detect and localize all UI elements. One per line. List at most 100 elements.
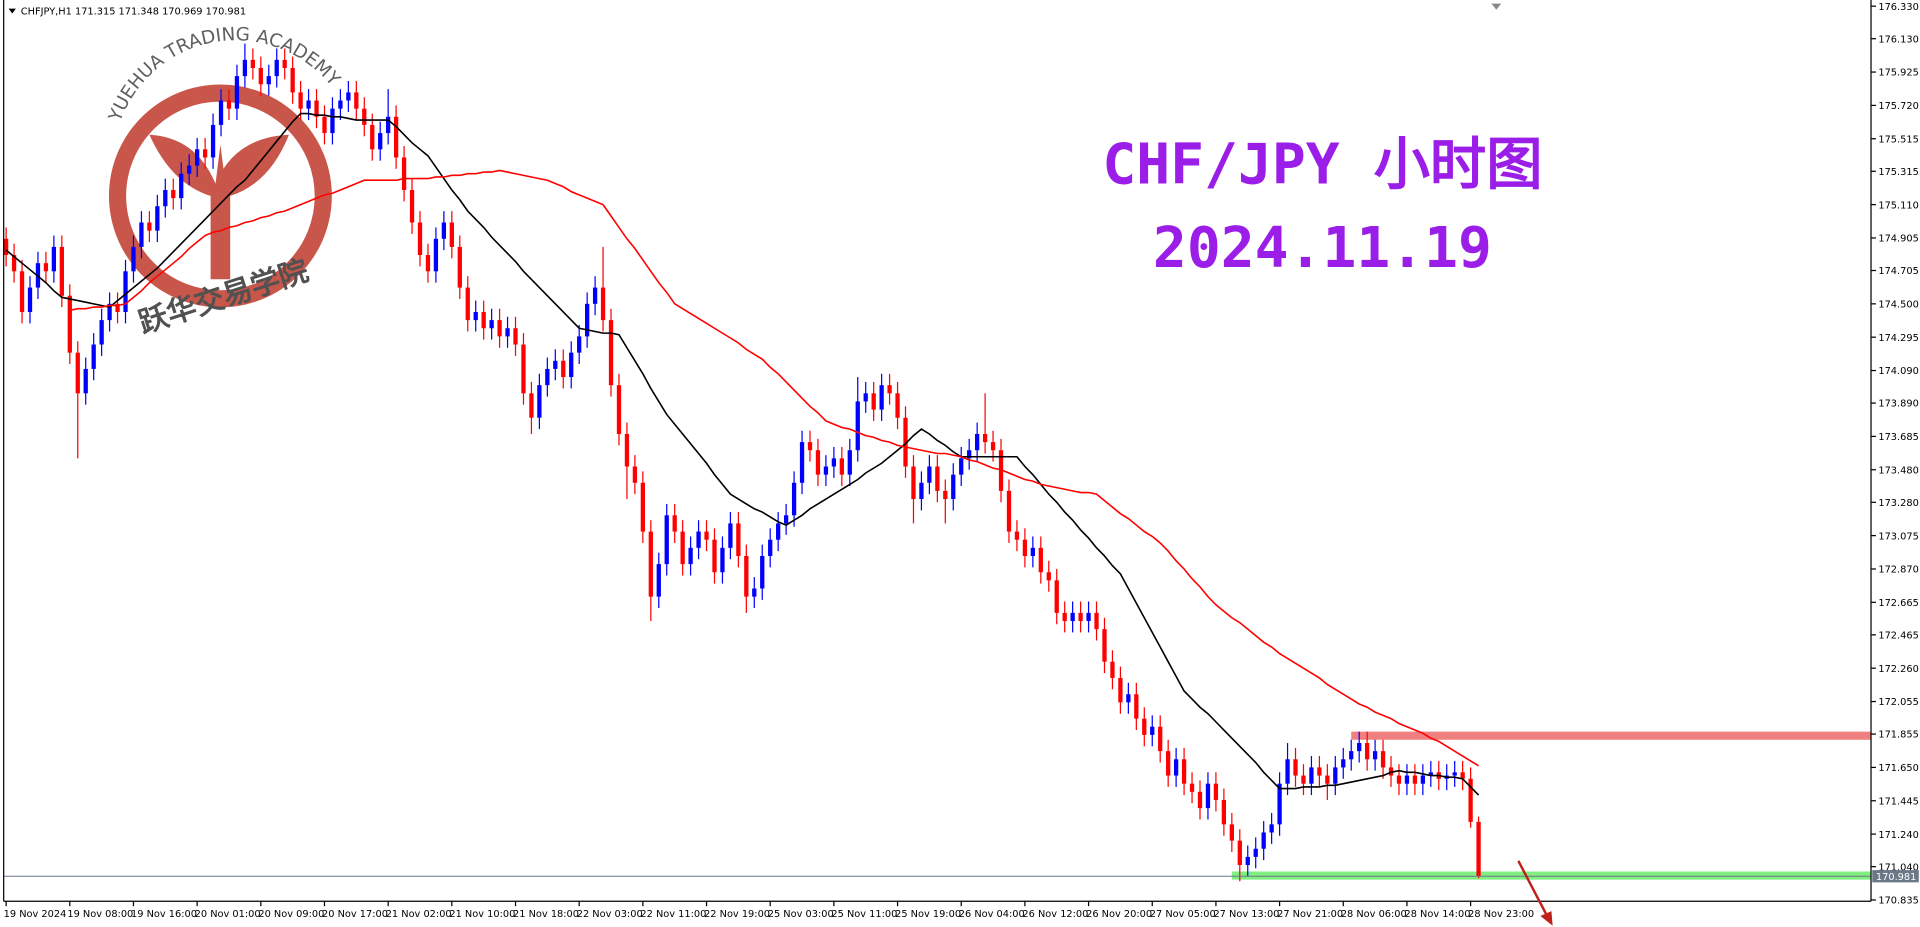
candle-body <box>1054 580 1059 613</box>
x-tick-label: 22 Nov 19:00 <box>704 909 770 920</box>
candle-body <box>600 287 606 321</box>
arrow-head <box>1540 911 1553 926</box>
x-tick-label: 26 Nov 12:00 <box>1022 909 1088 920</box>
candle-body <box>1317 767 1322 776</box>
candle-body <box>768 539 773 556</box>
candle-body <box>51 246 57 272</box>
candle-body <box>1468 778 1473 822</box>
candle-body <box>927 466 932 483</box>
candle-body <box>1150 726 1155 735</box>
candle-body <box>1237 840 1242 866</box>
candle-body <box>1181 759 1187 784</box>
candle-body <box>640 482 645 532</box>
candle-body <box>171 189 176 199</box>
candle-body <box>959 458 964 475</box>
y-tick-label: 173.075 <box>1878 531 1918 542</box>
candle-body <box>266 76 271 85</box>
candle-body <box>393 116 399 158</box>
x-tick-label: 27 Nov 05:00 <box>1150 909 1216 920</box>
candle-body <box>648 531 653 597</box>
header-close: 170.981 <box>206 7 246 18</box>
candle-body <box>409 189 415 223</box>
candle-body <box>823 466 829 475</box>
y-tick-label: 171.240 <box>1878 830 1918 841</box>
candle-body <box>529 393 534 418</box>
candle-body <box>704 531 709 540</box>
candle-body <box>19 271 25 312</box>
y-tick-label: 172.870 <box>1878 565 1918 576</box>
x-tick-label: 20 Nov 09:00 <box>258 909 324 920</box>
candle-body <box>1404 775 1410 784</box>
candle-body <box>187 165 192 174</box>
candle-body <box>1189 783 1195 792</box>
candle-body <box>425 255 431 272</box>
candle-body <box>1460 772 1465 779</box>
candle-body <box>680 531 685 565</box>
plot-area <box>3 43 1872 882</box>
candle-body <box>218 100 224 125</box>
candle-body <box>760 555 765 589</box>
x-tick-label: 25 Nov 19:00 <box>895 909 961 920</box>
candle-body <box>1158 726 1163 752</box>
shift-marker <box>1491 3 1502 10</box>
y-tick-label: 171.650 <box>1878 763 1918 774</box>
candle-body <box>839 458 844 475</box>
x-tick-label: 28 Nov 23:00 <box>1468 909 1534 920</box>
x-tick-label: 27 Nov 13:00 <box>1213 909 1279 920</box>
candle-body <box>3 238 9 256</box>
candle-body <box>1142 718 1147 735</box>
candle-body <box>1094 612 1099 630</box>
y-tick-label: 173.890 <box>1878 399 1918 410</box>
candle-body <box>616 385 622 434</box>
candle-body <box>1110 661 1115 678</box>
candle-body <box>943 490 948 500</box>
candle-body <box>982 433 988 443</box>
candle-body <box>401 157 407 190</box>
y-tick-label: 176.130 <box>1878 34 1918 45</box>
candle-body <box>497 320 502 337</box>
candle-body <box>1166 751 1171 776</box>
x-tick-label: 20 Nov 17:00 <box>322 909 388 920</box>
y-tick-label: 176.330 <box>1878 2 1918 13</box>
y-tick-label: 173.480 <box>1878 465 1918 476</box>
candle-body <box>1229 824 1234 841</box>
candle-body <box>1269 824 1274 833</box>
candle-body <box>585 303 590 337</box>
candle-body <box>847 450 852 475</box>
candle-body <box>561 360 566 378</box>
logo-mark <box>215 144 226 184</box>
candle-body <box>1253 848 1258 857</box>
x-tick-label: 19 Nov 2024 <box>4 909 67 920</box>
x-tick-label: 25 Nov 03:00 <box>768 909 834 920</box>
candle-body <box>521 344 526 394</box>
zone <box>1351 731 1872 740</box>
candle-body <box>1388 767 1394 776</box>
candle-body <box>1380 751 1386 768</box>
y-tick-label: 171.040 <box>1878 862 1918 873</box>
candle-body <box>354 92 359 109</box>
candle-body <box>234 76 240 109</box>
x-tick-label: 21 Nov 02:00 <box>386 909 452 920</box>
candle-body <box>139 222 144 247</box>
x-tick-label: 21 Nov 18:00 <box>513 909 579 920</box>
candle-body <box>553 360 558 369</box>
candle-body <box>1428 772 1433 776</box>
candle-body <box>27 287 33 312</box>
x-tick-label: 25 Nov 11:00 <box>831 909 897 920</box>
candle-body <box>91 344 96 369</box>
candle-body <box>298 92 303 109</box>
y-tick-label: 174.905 <box>1878 234 1918 245</box>
candle-body <box>1070 612 1075 622</box>
candle-body <box>712 539 717 573</box>
chart-header: CHFJPY,H1 171.315 171.348 170.969 170.98… <box>21 7 246 18</box>
x-tick-label: 26 Nov 04:00 <box>959 909 1025 920</box>
candle-body <box>1086 612 1091 622</box>
price-label-box <box>1872 870 1919 883</box>
candle-body <box>1014 531 1020 540</box>
candle-body <box>911 466 916 500</box>
logo-mark <box>149 134 289 280</box>
candle-body <box>370 124 375 150</box>
candle-body <box>776 523 781 540</box>
candle-body <box>115 303 120 312</box>
